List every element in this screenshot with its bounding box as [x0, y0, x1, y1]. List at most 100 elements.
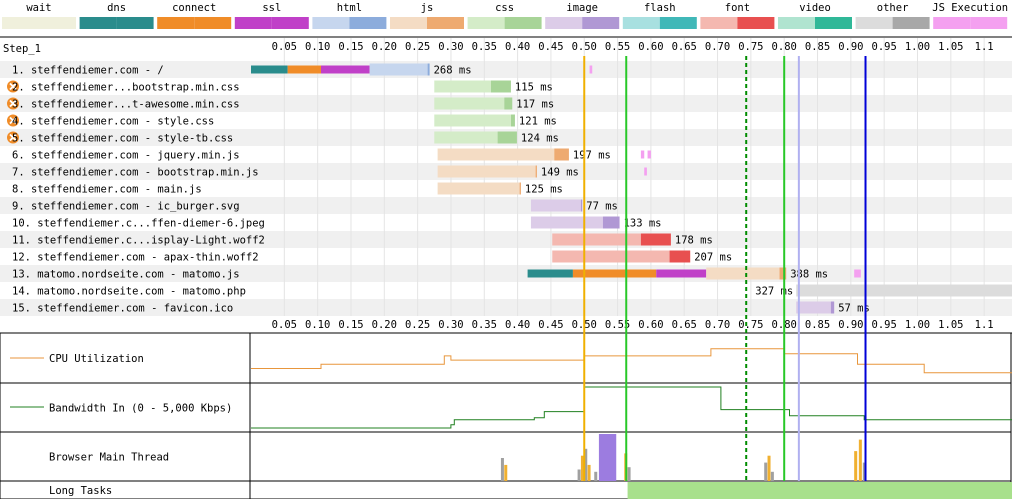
tick-label: 1.05 [938, 41, 963, 53]
legend-swatch [312, 17, 350, 29]
legend-label: js [421, 2, 434, 14]
warning-icon-x [9, 116, 17, 125]
bar-connect [287, 65, 321, 74]
long-task-block [627, 482, 1012, 499]
timing-markers [583, 56, 867, 481]
legend-swatch [467, 17, 505, 29]
row-stripe [0, 61, 1012, 78]
warning-icon-x [9, 133, 17, 142]
legend-swatch [79, 17, 117, 29]
request-row[interactable]: 15. steffendiemer.com - favicon.ico 57 ms [12, 301, 870, 315]
main-thread-spike [854, 451, 858, 481]
legend-swatch [970, 17, 1008, 29]
request-row[interactable]: 11. steffendiemer.c...isplay-Light.woff2… [12, 233, 713, 247]
main-thread-spike [577, 469, 581, 481]
legend-swatch [427, 17, 464, 29]
request-time: 124 ms [521, 133, 559, 145]
request-label: 13. matomo.nordseite.com - matomo.js [12, 269, 240, 281]
legend-swatch [933, 17, 971, 29]
bar-download [640, 233, 671, 246]
tick-label: 0.45 [538, 41, 563, 53]
tick-label: 0.65 [672, 41, 697, 53]
bandwidth-line [251, 386, 1012, 429]
tick-row-bg [0, 316, 1012, 333]
tick-label: 1.1 [975, 319, 994, 331]
bar-download [490, 80, 511, 93]
tick-label: 0.90 [838, 41, 863, 53]
bar-download [497, 131, 517, 144]
tick-label: 0.95 [872, 319, 897, 331]
request-time: 57 ms [838, 303, 870, 315]
bar-ttfb [552, 250, 670, 263]
request-row[interactable]: 12. steffendiemer.com - apax-thin.woff2 2… [12, 250, 732, 264]
request-time: 117 ms [516, 99, 554, 111]
tick-label: 0.25 [405, 41, 430, 53]
tick-label: 0.35 [472, 319, 497, 331]
request-row[interactable]: 5. steffendiemer.com - style-tb.css 124 m… [7, 131, 559, 145]
bar-ttfb [530, 216, 603, 229]
bar-ttfb [434, 131, 498, 144]
top-axis-ticks: 0.05 0.10 0.15 0.20 0.25 0.30 0.35 0.40 0.45 0.50… [272, 41, 994, 53]
tick-label: 0.45 [538, 319, 563, 331]
request-time: 115 ms [515, 82, 553, 94]
legend-swatch [700, 17, 738, 29]
legend-item-image: image [545, 2, 620, 29]
row-stripe [0, 197, 1012, 214]
tick-label: 0.40 [505, 41, 530, 53]
bar-download [510, 114, 515, 127]
legend-label: video [799, 2, 831, 14]
request-row[interactable]: 7. steffendiemer.com - bootstrap.min.js 1… [12, 165, 647, 179]
bar-ttfb [369, 63, 428, 76]
tick-label: 0.20 [372, 319, 397, 331]
request-row[interactable]: 4. steffendiemer.com - style.css 121 ms [7, 114, 557, 128]
request-label: 10. steffendiemer.c...ffen-diemer-6.jpeg [12, 218, 265, 230]
bar-download [535, 165, 537, 178]
bandwidth-panel: Bandwidth In (0 - 5,000 Kbps) [0, 382, 1012, 433]
bar-download [669, 250, 691, 263]
legend-swatch [778, 17, 815, 29]
request-label: 4. steffendiemer.com - style.css [12, 116, 214, 128]
bar-download [830, 301, 835, 314]
main-thread-spike [627, 467, 631, 481]
request-row[interactable]: 8. steffendiemer.com - main.js 125 ms [12, 182, 563, 196]
request-time: 207 ms [694, 252, 732, 264]
request-time: 133 ms [624, 218, 662, 230]
legend-swatch [349, 17, 387, 29]
warning-icon-x [9, 99, 17, 108]
tick-label: 0.85 [805, 41, 830, 53]
legend-item-js-execution: JS Execution [932, 2, 1008, 29]
legend-label: other [877, 2, 909, 14]
main-thread-spike [580, 455, 584, 481]
tick-label: 0.90 [838, 319, 863, 331]
main-thread-spike [594, 471, 598, 481]
request-time: 125 ms [525, 184, 563, 196]
tick-label: 0.30 [438, 41, 463, 53]
tick-label: 1.1 [975, 41, 994, 53]
legend-label: flash [644, 2, 676, 14]
main-thread-spike [500, 458, 504, 481]
warning-icon [7, 114, 19, 127]
legend-swatch [815, 17, 852, 29]
panel-label: CPU Utilization [49, 353, 144, 365]
request-row[interactable]: 3. steffendiemer...t-awesome.min.css 117 … [7, 97, 554, 111]
legend-swatch [892, 17, 930, 29]
request-row[interactable]: 14. matomo.nordseite.com - matomo.php 327… [12, 284, 1012, 298]
legend-swatch [116, 17, 154, 29]
request-row[interactable]: 1. steffendiemer.com - / 268 ms [12, 63, 593, 77]
bar-dns [251, 65, 288, 74]
request-label: 2. steffendiemer...bootstrap.min.css [12, 82, 240, 94]
bar-download [602, 216, 620, 229]
request-row[interactable]: 2. steffendiemer...bootstrap.min.css 115 … [7, 80, 553, 94]
tick-label: 0.25 [405, 319, 430, 331]
panel-label: Bandwidth In (0 - 5,000 Kbps) [49, 403, 232, 415]
request-time: 77 ms [586, 201, 618, 213]
tick-label: 1.00 [905, 41, 930, 53]
legend-swatch [2, 17, 39, 29]
request-row[interactable]: 6. steffendiemer.com - jquery.min.js 197 … [12, 148, 651, 162]
request-label: 1. steffendiemer.com - / [12, 65, 164, 77]
legend-item-other: other [855, 2, 930, 29]
main-thread-spike [770, 471, 774, 481]
request-row[interactable]: 10. steffendiemer.c...ffen-diemer-6.jpeg… [12, 216, 662, 230]
request-row[interactable]: 9. steffendiemer.com - ic_burger.svg 77 m… [12, 199, 618, 213]
bar-js-execution [854, 269, 861, 278]
